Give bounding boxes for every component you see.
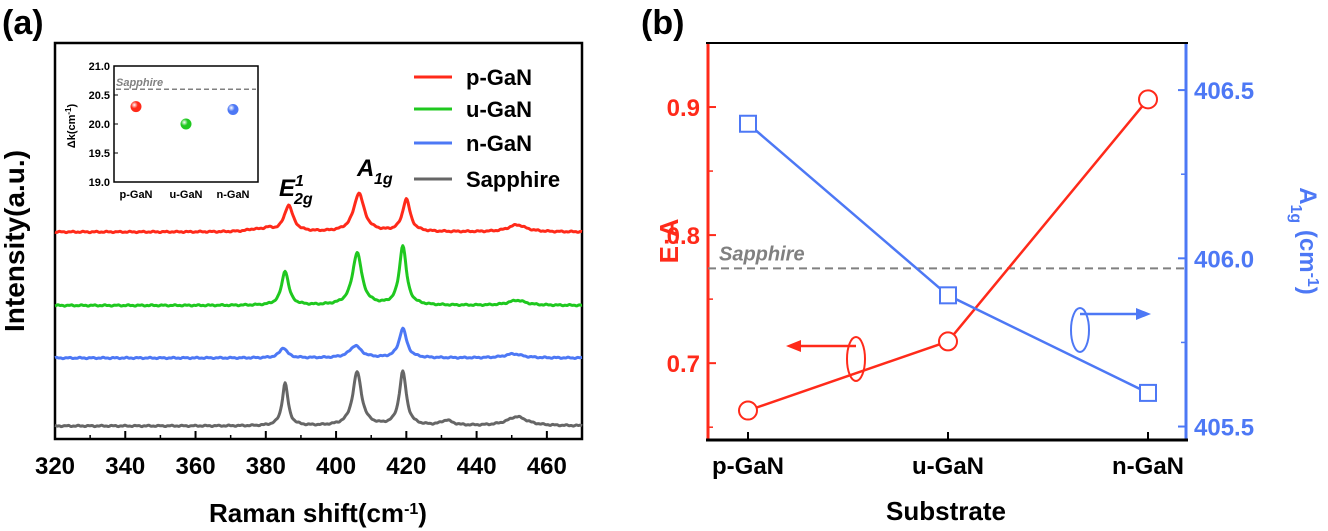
b-x-tick-label: n-GaN <box>1112 453 1184 480</box>
raman-curves <box>54 191 583 429</box>
svg-text:A: A <box>356 155 374 182</box>
ea-point <box>738 400 758 421</box>
right-tick-label: 406.0 <box>1194 246 1254 273</box>
inset-point-n-gan <box>227 104 239 115</box>
inset-y-tick-label: 21.0 <box>89 61 110 73</box>
plot-a-x-ticks: 320 340 360 380 400 420 440 460 <box>35 431 567 480</box>
b-xlabel: Substrate <box>886 496 1006 526</box>
a1g-indicator-ellipse <box>1070 307 1090 353</box>
a1g-point <box>1139 383 1157 402</box>
plot-a-ylabel: Intensity(a.u.) <box>0 150 30 332</box>
a1g-series-line <box>747 122 1149 395</box>
b-x-ticks: p-GaN u-GaN n-GaN <box>712 432 1184 480</box>
panel-a-label: (a) <box>2 4 44 42</box>
left-tick-label: 0.8 <box>667 223 700 250</box>
inset-x-tick-label: n-GaN <box>217 189 250 201</box>
spectrum-line-n-gan <box>54 326 583 361</box>
inset-ylabel: Δk(cm-1) <box>64 103 79 148</box>
b-series <box>738 89 1158 421</box>
x-tick-label: 460 <box>527 453 567 480</box>
x-tick-label: 320 <box>35 453 75 480</box>
inset-points <box>130 101 239 130</box>
inset-y-tick-label: 20.5 <box>89 90 110 102</box>
spectrum-line-sapphire <box>54 369 583 429</box>
raman-spectra-plot: 320 340 360 380 400 420 440 460 <box>35 41 584 480</box>
x-tick-label: 380 <box>246 453 286 480</box>
panel-b-label: (b) <box>641 4 684 42</box>
right-tick-label: 405.5 <box>1194 415 1254 442</box>
ea-indicator-ellipse <box>846 336 866 382</box>
left-tick-label: 0.9 <box>667 95 700 122</box>
a1g-point <box>739 114 757 133</box>
x-tick-label: 400 <box>316 453 356 480</box>
b-x-tick-label: p-GaN <box>712 453 784 480</box>
legend-label-sapphire: Sapphire <box>466 167 560 192</box>
ea-axis-indicator <box>786 336 866 382</box>
legend-label-p-gan: p-GaN <box>466 65 532 90</box>
ea-point <box>938 331 958 352</box>
right-axis-ticks: 405.5 406.0 406.5 <box>1178 78 1254 442</box>
a1g-point <box>939 286 957 305</box>
left-axis-label: E:A <box>654 218 684 263</box>
left-tick-label: 0.7 <box>667 351 700 378</box>
a1g-axis-indicator <box>1070 307 1151 353</box>
right-tick-label: 406.5 <box>1194 78 1254 105</box>
b-x-tick-label: u-GaN <box>912 453 984 480</box>
peak-label-a1g: A 1g <box>356 155 393 188</box>
inset-y-tick-label: 19.0 <box>89 177 110 189</box>
peak-label-e2g: E 1 2g <box>279 173 313 208</box>
inset-x-ticks: p-GaN u-GaN n-GaN <box>120 189 250 201</box>
svg-text:2g: 2g <box>293 191 313 208</box>
inset-y-tick-label: 19.5 <box>89 148 110 160</box>
svg-text:E: E <box>279 175 296 202</box>
svg-text:1: 1 <box>295 173 304 190</box>
left-axis-ticks: 0.7 0.8 0.9 <box>667 95 716 428</box>
right-arrow-icon <box>1136 308 1151 320</box>
inset-y-ticks: 19.0 19.5 20.0 20.5 21.0 <box>89 61 118 189</box>
x-tick-label: 360 <box>176 453 216 480</box>
legend-label-n-gan: n-GaN <box>466 131 532 156</box>
x-tick-label: 440 <box>457 453 497 480</box>
inset-x-tick-label: p-GaN <box>120 189 153 201</box>
svg-text:1g: 1g <box>374 171 393 188</box>
inset-x-tick-label: u-GaN <box>170 189 203 201</box>
inset-plot: 19.0 19.5 20.0 20.5 21.0 p-GaN u-GaN n-GaN Sap… <box>64 61 259 201</box>
plot-a-xlabel: Raman shift(cm-1) <box>209 498 427 528</box>
inset-point-u-gan <box>180 118 192 130</box>
sapphire-reference-label: Sapphire <box>719 243 805 265</box>
legend-label-u-gan: u-GaN <box>466 97 532 122</box>
left-arrow-icon <box>786 340 801 352</box>
x-tick-label: 420 <box>386 453 426 480</box>
spectrum-line-p-gan <box>54 191 583 235</box>
substrate-plot: 0.7 0.8 0.9 405.5 406.0 406.5 p-GaN u-GaN n-Ga… <box>667 42 1254 480</box>
right-axis-label: A1g (cm-1) <box>1288 187 1322 295</box>
plot-a-legend: p-GaN u-GaN n-GaN Sapphire <box>414 65 560 192</box>
ea-point <box>1138 89 1158 110</box>
plot-a-frame <box>53 41 584 441</box>
inset-sapphire-label: Sapphire <box>116 77 163 89</box>
spectrum-line-u-gan <box>54 244 583 308</box>
x-tick-label: 340 <box>105 453 145 480</box>
inset-point-p-gan <box>130 101 142 113</box>
inset-y-tick-label: 20.0 <box>89 119 110 131</box>
